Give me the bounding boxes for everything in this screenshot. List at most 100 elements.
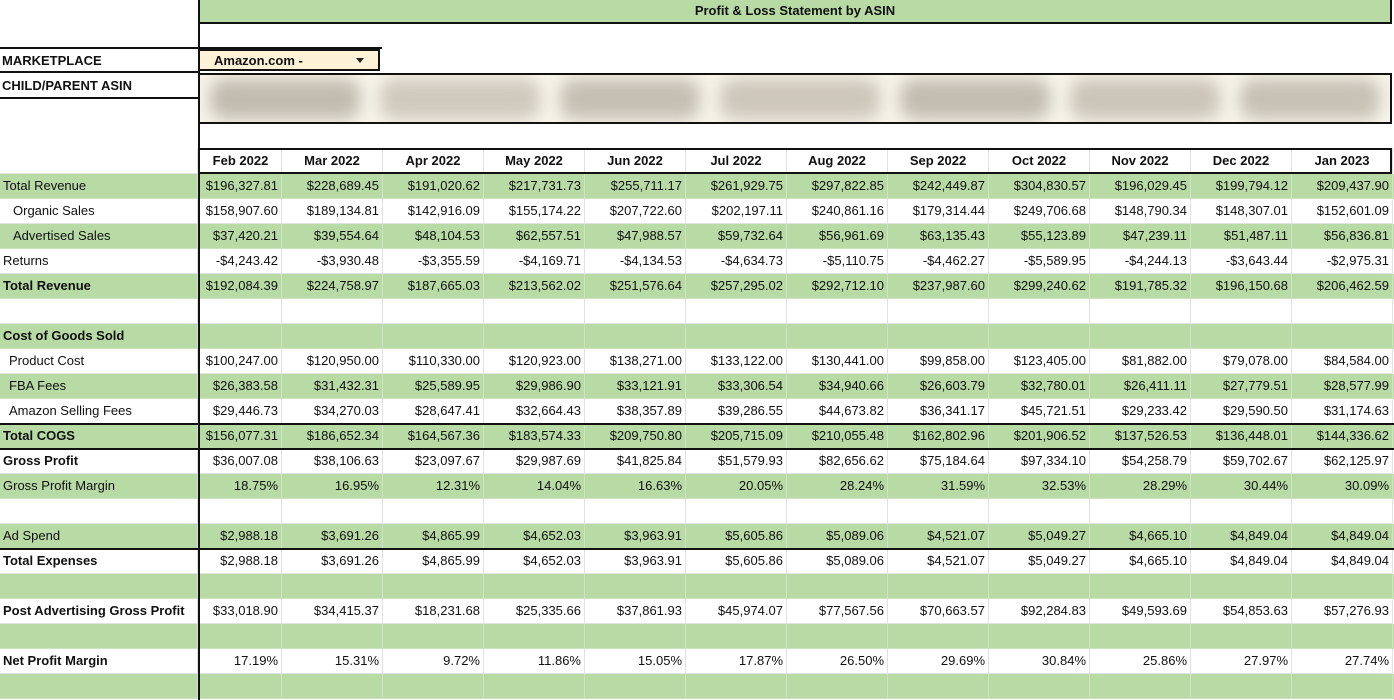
value-cell[interactable]: $5,089.06	[787, 549, 888, 574]
value-cell[interactable]: 26.50%	[787, 649, 888, 674]
value-cell[interactable]: -$2,975.31	[1292, 249, 1393, 274]
value-cell[interactable]	[200, 574, 282, 599]
value-cell[interactable]: $4,652.03	[484, 524, 585, 549]
value-cell[interactable]	[888, 499, 989, 524]
value-cell[interactable]: 16.63%	[585, 474, 686, 499]
row-label[interactable]: Cost of Goods Sold	[0, 324, 198, 349]
value-cell[interactable]: $59,702.67	[1191, 449, 1292, 474]
value-cell[interactable]: -$3,643.44	[1191, 249, 1292, 274]
value-cell[interactable]: $201,906.52	[989, 424, 1090, 449]
value-cell[interactable]: $136,448.01	[1191, 424, 1292, 449]
value-cell[interactable]	[888, 324, 989, 349]
value-cell[interactable]: $29,233.42	[1090, 399, 1191, 424]
value-cell[interactable]	[1090, 674, 1191, 699]
value-cell[interactable]: $26,411.11	[1090, 374, 1191, 399]
value-cell[interactable]	[989, 499, 1090, 524]
value-cell[interactable]	[1292, 324, 1393, 349]
value-cell[interactable]: $240,861.16	[787, 199, 888, 224]
value-cell[interactable]: $99,858.00	[888, 349, 989, 374]
value-cell[interactable]: 17.19%	[200, 649, 282, 674]
value-cell[interactable]: $4,665.10	[1090, 549, 1191, 574]
month-header[interactable]: Aug 2022	[787, 148, 888, 174]
value-cell[interactable]	[686, 324, 787, 349]
row-label[interactable]	[0, 624, 198, 649]
value-cell[interactable]: $81,882.00	[1090, 349, 1191, 374]
value-cell[interactable]: -$5,110.75	[787, 249, 888, 274]
value-cell[interactable]	[989, 324, 1090, 349]
month-header[interactable]: Sep 2022	[888, 148, 989, 174]
value-cell[interactable]: $4,849.04	[1292, 549, 1393, 574]
value-cell[interactable]: $34,415.37	[282, 599, 383, 624]
month-header[interactable]: Nov 2022	[1090, 148, 1191, 174]
value-cell[interactable]	[585, 574, 686, 599]
value-cell[interactable]: -$5,589.95	[989, 249, 1090, 274]
value-cell[interactable]	[686, 674, 787, 699]
value-cell[interactable]: $297,822.85	[787, 174, 888, 199]
value-cell[interactable]	[686, 299, 787, 324]
value-cell[interactable]	[1292, 624, 1393, 649]
value-cell[interactable]: $26,603.79	[888, 374, 989, 399]
value-cell[interactable]: $55,123.89	[989, 224, 1090, 249]
value-cell[interactable]: $33,306.54	[686, 374, 787, 399]
value-cell[interactable]	[888, 624, 989, 649]
value-cell[interactable]: $4,521.07	[888, 549, 989, 574]
value-cell[interactable]: $77,567.56	[787, 599, 888, 624]
value-cell[interactable]	[1090, 324, 1191, 349]
marketplace-dropdown[interactable]: Amazon.com -	[200, 49, 380, 71]
value-cell[interactable]: $27,779.51	[1191, 374, 1292, 399]
value-cell[interactable]: $62,125.97	[1292, 449, 1393, 474]
asin-input-redacted[interactable]	[198, 73, 1392, 124]
value-cell[interactable]: $155,174.22	[484, 199, 585, 224]
value-cell[interactable]: $123,405.00	[989, 349, 1090, 374]
value-cell[interactable]	[787, 674, 888, 699]
value-cell[interactable]: $162,802.96	[888, 424, 989, 449]
value-cell[interactable]	[787, 324, 888, 349]
value-cell[interactable]: $206,462.59	[1292, 274, 1393, 299]
value-cell[interactable]: $56,836.81	[1292, 224, 1393, 249]
value-cell[interactable]: $5,049.27	[989, 524, 1090, 549]
value-cell[interactable]: $249,706.68	[989, 199, 1090, 224]
value-cell[interactable]: $23,097.67	[383, 449, 484, 474]
value-cell[interactable]: $138,271.00	[585, 349, 686, 374]
value-cell[interactable]: $148,307.01	[1191, 199, 1292, 224]
value-cell[interactable]: $4,849.04	[1191, 524, 1292, 549]
value-cell[interactable]	[1292, 499, 1393, 524]
value-cell[interactable]: 30.84%	[989, 649, 1090, 674]
value-cell[interactable]	[282, 574, 383, 599]
value-cell[interactable]: $228,689.45	[282, 174, 383, 199]
value-cell[interactable]: $179,314.44	[888, 199, 989, 224]
value-cell[interactable]: $26,383.58	[200, 374, 282, 399]
value-cell[interactable]: $2,988.18	[200, 524, 282, 549]
value-cell[interactable]: $186,652.34	[282, 424, 383, 449]
row-label[interactable]: Post Advertising Gross Profit	[0, 599, 198, 624]
value-cell[interactable]: -$4,169.71	[484, 249, 585, 274]
row-label[interactable]: Total Revenue	[0, 274, 198, 299]
value-cell[interactable]	[200, 674, 282, 699]
value-cell[interactable]	[585, 499, 686, 524]
value-cell[interactable]: $199,794.12	[1191, 174, 1292, 199]
value-cell[interactable]	[686, 574, 787, 599]
month-header[interactable]: Jun 2022	[585, 148, 686, 174]
value-cell[interactable]: 28.24%	[787, 474, 888, 499]
value-cell[interactable]: $31,432.31	[282, 374, 383, 399]
value-cell[interactable]: $142,916.09	[383, 199, 484, 224]
value-cell[interactable]: -$4,634.73	[686, 249, 787, 274]
value-cell[interactable]: $196,150.68	[1191, 274, 1292, 299]
value-cell[interactable]: 29.69%	[888, 649, 989, 674]
value-cell[interactable]: $92,284.83	[989, 599, 1090, 624]
row-label[interactable]: Total Revenue	[0, 174, 198, 199]
value-cell[interactable]: 30.09%	[1292, 474, 1393, 499]
value-cell[interactable]: -$4,243.42	[200, 249, 282, 274]
value-cell[interactable]: $4,865.99	[383, 524, 484, 549]
value-cell[interactable]: $5,605.86	[686, 524, 787, 549]
value-cell[interactable]: $164,567.36	[383, 424, 484, 449]
row-label[interactable]: Total COGS	[0, 424, 198, 449]
value-cell[interactable]: $255,711.17	[585, 174, 686, 199]
value-cell[interactable]: $37,420.21	[200, 224, 282, 249]
value-cell[interactable]: $36,007.08	[200, 449, 282, 474]
value-cell[interactable]	[1191, 499, 1292, 524]
value-cell[interactable]: $133,122.00	[686, 349, 787, 374]
month-header[interactable]: Jul 2022	[686, 148, 787, 174]
row-label[interactable]	[0, 574, 198, 599]
row-label[interactable]: FBA Fees	[0, 374, 198, 399]
